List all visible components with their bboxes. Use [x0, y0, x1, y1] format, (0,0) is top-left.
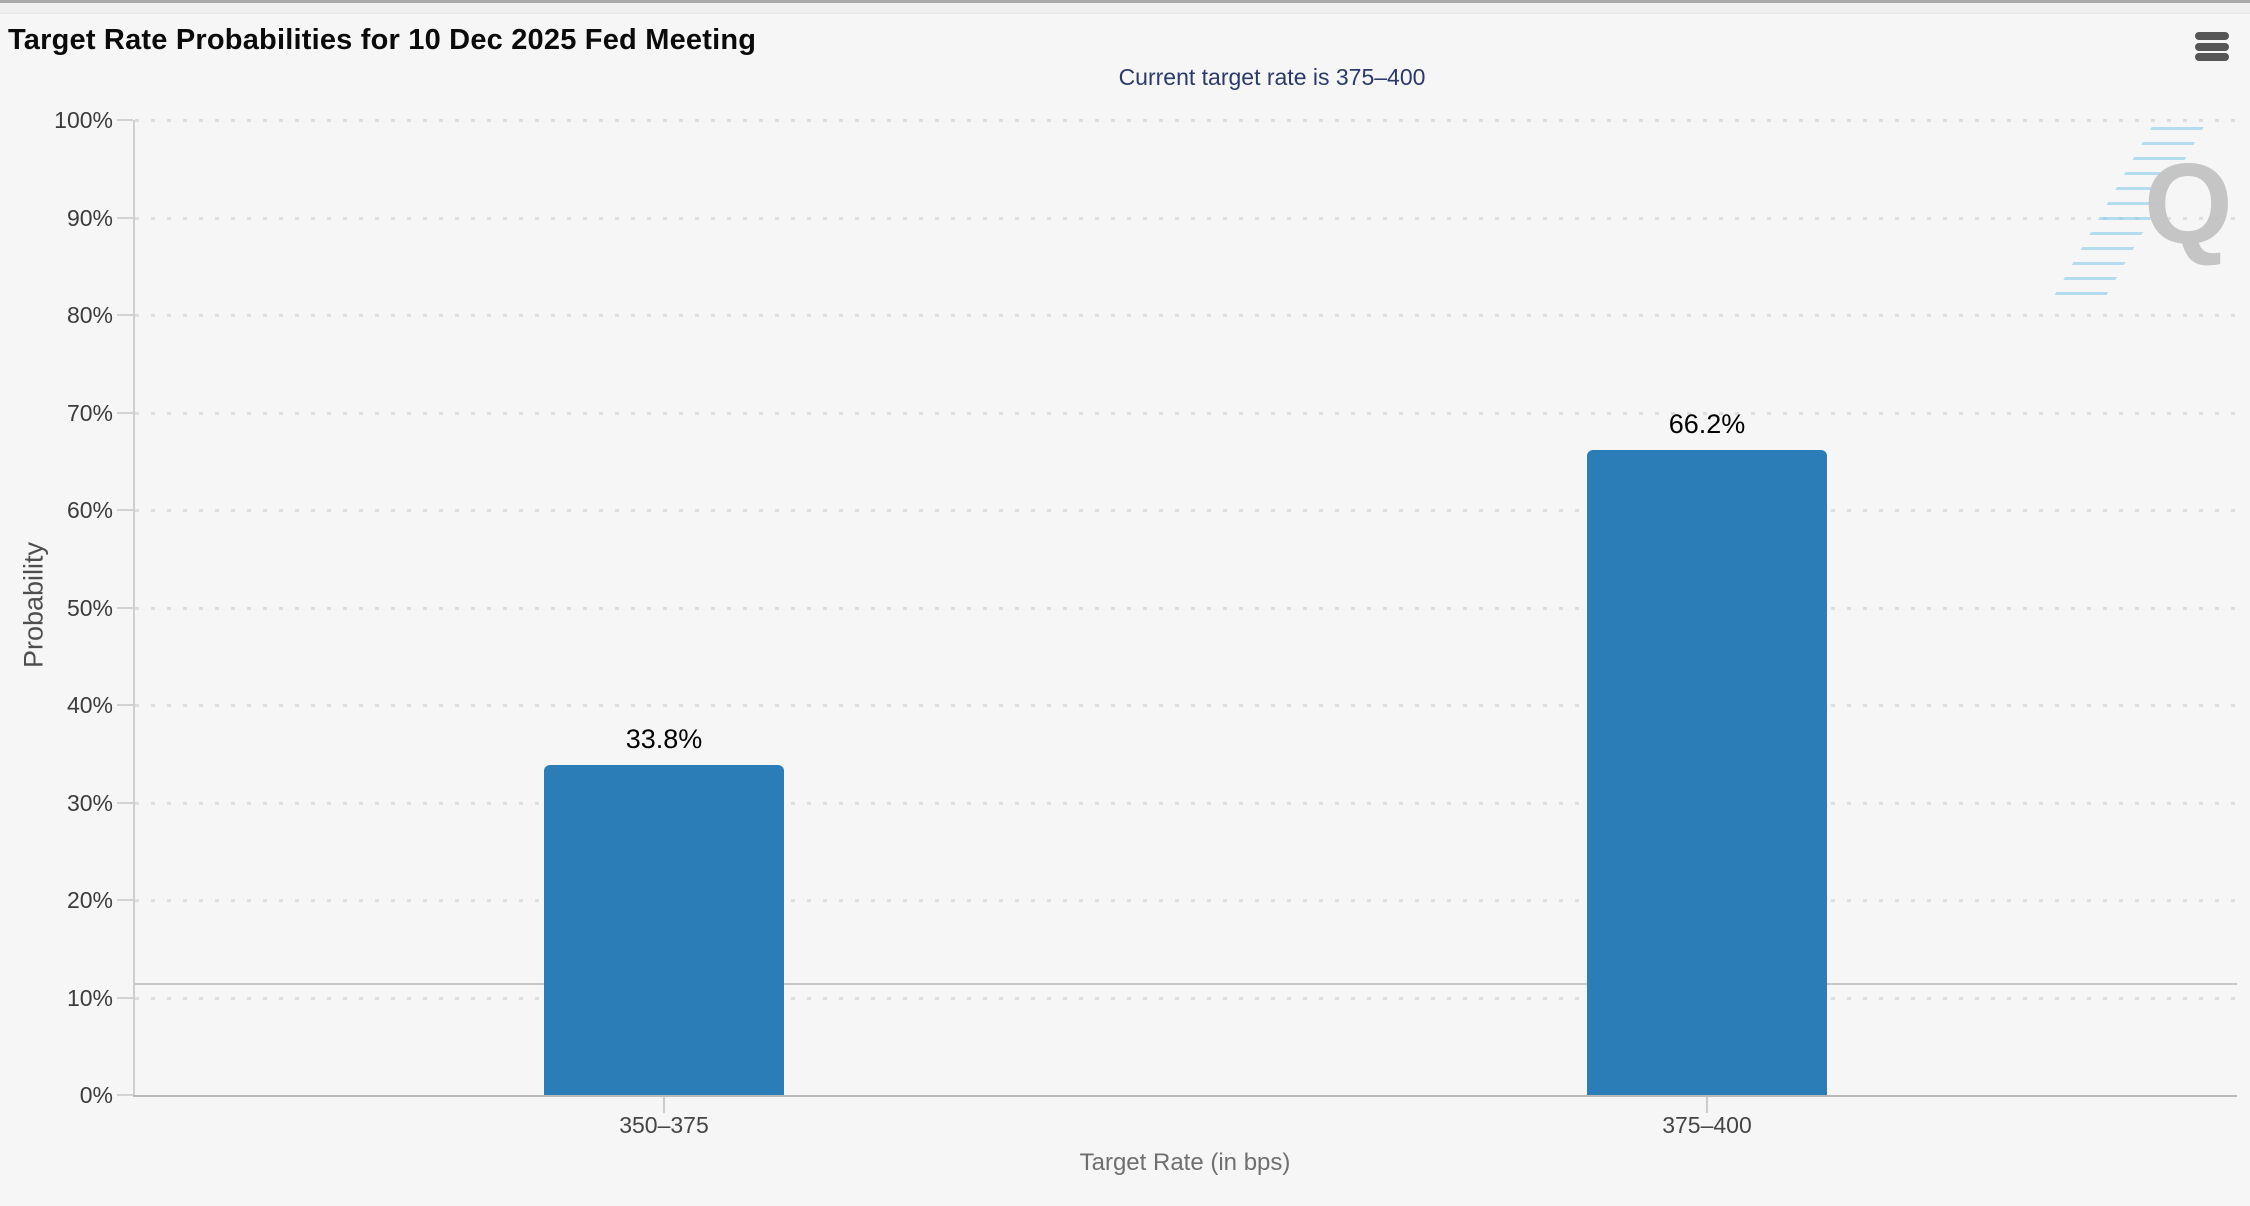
y-gridline: [135, 606, 2237, 610]
hamburger-bar: [2195, 42, 2229, 51]
y-tick-label: 30%: [66, 789, 113, 816]
y-tick-label: 90%: [66, 204, 113, 231]
y-axis-tick: [117, 704, 133, 706]
y-tick-label: 0%: [79, 1082, 113, 1108]
y-axis-tick: [117, 996, 133, 999]
y-tick-label: 60%: [66, 497, 113, 523]
x-axis-tick: [1706, 1097, 1708, 1113]
y-gridline: [135, 899, 2237, 902]
y-tick-label: 20%: [66, 887, 113, 913]
y-tick-label: 100%: [54, 107, 113, 133]
window-top-edge: [0, 0, 2250, 3]
y-tick-label: 40%: [66, 692, 113, 718]
bar[interactable]: [1587, 449, 1827, 1095]
bar[interactable]: [544, 765, 784, 1095]
y-gridline: [135, 509, 2237, 512]
y-gridline: [135, 704, 2237, 707]
y-tick-label: 80%: [66, 302, 113, 328]
y-axis-tick: [117, 411, 133, 414]
hamburger-bar: [2195, 32, 2229, 40]
x-tick-label: 350–375: [619, 1112, 709, 1138]
y-axis-line: [133, 120, 135, 1097]
x-axis-line: [133, 1095, 2237, 1097]
y-gridline: [135, 314, 2237, 317]
bar-value-label: 66.2%: [1668, 408, 1746, 439]
y-axis-tick: [117, 801, 133, 804]
y-axis-tick: [117, 119, 133, 121]
y-axis-tick: [117, 606, 133, 609]
x-axis-tick: [663, 1097, 665, 1113]
hamburger-bar: [2195, 53, 2229, 61]
watermark-q-logo: Q: [2144, 141, 2233, 268]
y-gridline: [135, 996, 2237, 1000]
y-axis-tick: [117, 1094, 133, 1096]
y-gridline: [135, 801, 2237, 805]
window-top-band: [0, 3, 2250, 14]
y-axis-tick: [117, 899, 133, 901]
hamburger-menu-icon[interactable]: [2195, 32, 2229, 61]
bar-value-label: 33.8%: [625, 724, 703, 755]
y-gridline: [135, 119, 2237, 122]
reference-line: [133, 982, 2237, 985]
y-gridline: [135, 216, 2237, 220]
y-axis-tick: [117, 314, 133, 316]
chart-title: Target Rate Probabilities for 10 Dec 202…: [8, 24, 757, 56]
y-axis-tick: [117, 216, 133, 219]
chart-subtitle: Current target rate is 375–400: [1118, 64, 1426, 90]
y-tick-label: 50%: [66, 594, 113, 621]
y-tick-label: 70%: [66, 399, 113, 426]
x-axis-title: Target Rate (in bps): [1079, 1149, 1291, 1176]
y-axis-tick: [117, 509, 133, 511]
x-tick-label: 375–400: [1662, 1112, 1752, 1138]
y-gridline: [135, 411, 2237, 415]
y-tick-label: 10%: [66, 984, 113, 1011]
